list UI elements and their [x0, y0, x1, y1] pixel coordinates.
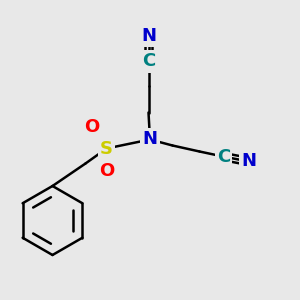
- Text: N: N: [141, 27, 156, 45]
- Text: C: C: [142, 52, 155, 70]
- Text: O: O: [84, 118, 99, 136]
- Text: N: N: [142, 130, 158, 148]
- Text: N: N: [241, 152, 256, 170]
- Text: C: C: [217, 148, 230, 166]
- Text: O: O: [99, 162, 114, 180]
- Text: S: S: [100, 140, 113, 158]
